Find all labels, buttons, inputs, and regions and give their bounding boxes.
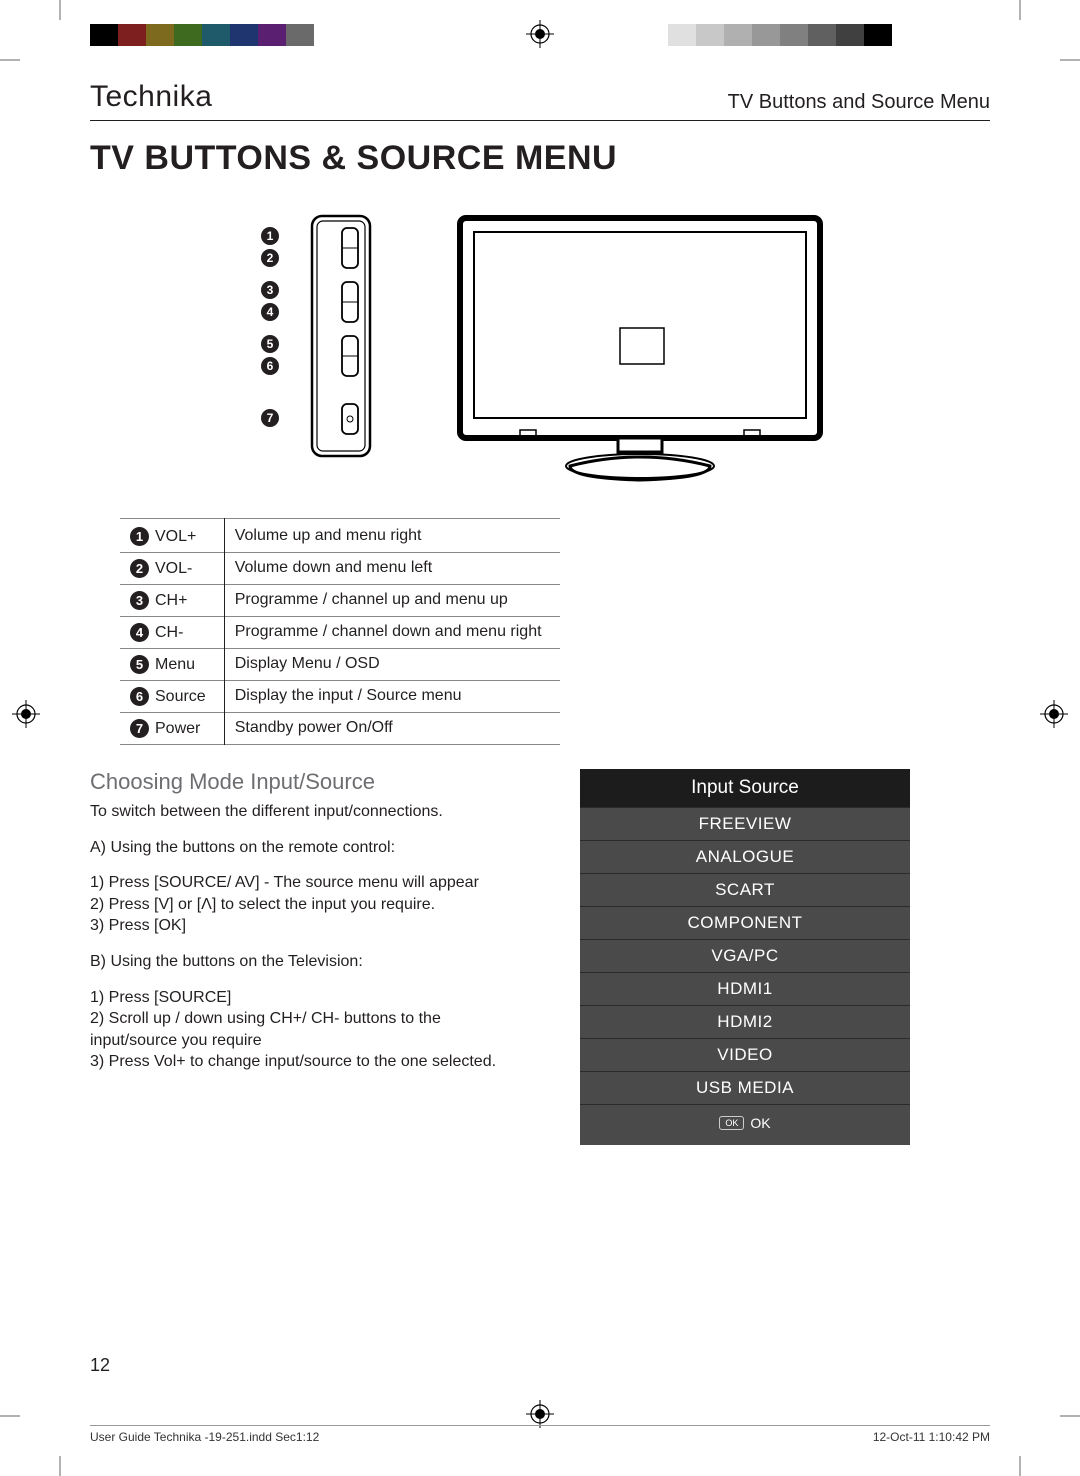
registration-target-top [526, 20, 554, 48]
source-menu-header: Input Source [580, 769, 910, 807]
source-menu-item: SCART [580, 873, 910, 906]
bullet-number: 5 [130, 655, 149, 674]
source-menu-item: HDMI1 [580, 972, 910, 1005]
para-a-head: A) Using the buttons on the remote contr… [90, 837, 520, 859]
bullet-number: 3 [130, 591, 149, 610]
svg-text:6: 6 [267, 359, 274, 373]
page-title: TV BUTTONS & SOURCE MENU [90, 139, 990, 178]
bullet-number: 4 [130, 623, 149, 642]
table-row: 4 CH- Programme / channel down and menu ri… [120, 617, 560, 649]
footer: User Guide Technika -19-251.indd Sec1:12… [90, 1425, 990, 1444]
button-label: Menu [155, 656, 195, 673]
instructions-column: Choosing Mode Input/Source To switch bet… [90, 769, 520, 1087]
source-menu-item: COMPONENT [580, 906, 910, 939]
table-row: 3 CH+ Programme / channel up and menu up [120, 585, 560, 617]
button-table: 1 VOL+ Volume up and menu right 2 VOL- Volume… [120, 518, 560, 745]
registration-target-bottom [526, 1400, 554, 1428]
source-menu-item: VGA/PC [580, 939, 910, 972]
source-menu-item: HDMI2 [580, 1005, 910, 1038]
para-a-steps: 1) Press [SOURCE/ AV] - The source menu … [90, 872, 520, 937]
button-desc: Display Menu / OSD [224, 649, 559, 681]
registration-target-left [12, 700, 40, 728]
button-label: Source [155, 688, 206, 705]
bullet-number: 2 [130, 559, 149, 578]
button-label: Power [155, 720, 200, 737]
para-b-head: B) Using the buttons on the Television: [90, 951, 520, 973]
svg-text:5: 5 [267, 337, 274, 351]
source-menu-item: USB MEDIA [580, 1071, 910, 1104]
svg-text:1: 1 [267, 229, 274, 243]
footer-left: User Guide Technika -19-251.indd Sec1:12 [90, 1430, 319, 1444]
para-intro: To switch between the different input/co… [90, 801, 520, 823]
button-desc: Volume down and menu left [224, 553, 559, 585]
panel-diagram: 1234567 VOL+VOL-CH+CH-MENUSOURCEPOWER [250, 208, 380, 468]
bullet-number: 6 [130, 687, 149, 706]
subheading: Choosing Mode Input/Source [90, 769, 520, 795]
source-menu-item: FREEVIEW [580, 807, 910, 840]
colorbar-left [90, 24, 314, 46]
button-label: VOL+ [155, 528, 196, 545]
registration-target-right [1040, 700, 1068, 728]
button-desc: Volume up and menu right [224, 519, 559, 553]
footer-right: 12-Oct-11 1:10:42 PM [873, 1430, 990, 1444]
source-menu-ok-row: OK OK [580, 1104, 910, 1145]
source-menu-item: VIDEO [580, 1038, 910, 1071]
colorbar-right [640, 24, 892, 46]
source-menu-item: ANALOGUE [580, 840, 910, 873]
button-desc: Programme / channel up and menu up [224, 585, 559, 617]
tv-diagram [450, 208, 830, 488]
button-desc: Programme / channel down and menu right [224, 617, 559, 649]
button-label: CH- [155, 624, 183, 641]
para-b-steps: 1) Press [SOURCE] 2) Scroll up / down us… [90, 987, 520, 1073]
svg-text:4: 4 [267, 305, 274, 319]
source-menu: Input Source FREEVIEWANALOGUESCARTCOMPON… [580, 769, 910, 1145]
table-row: 6 Source Display the input / Source menu [120, 681, 560, 713]
svg-text:2: 2 [267, 251, 274, 265]
header-rule [90, 120, 990, 121]
button-label: VOL- [155, 560, 192, 577]
brand-logo: Technika [90, 80, 212, 114]
ok-badge-icon: OK [719, 1116, 744, 1130]
page-number: 12 [90, 1355, 110, 1376]
page-content: Technika TV Buttons and Source Menu TV B… [90, 80, 990, 1396]
diagram-row: 1234567 VOL+VOL-CH+CH-MENUSOURCEPOWER [250, 208, 990, 488]
button-desc: Standby power On/Off [224, 713, 559, 745]
ok-label: OK [750, 1115, 770, 1131]
header-row: Technika TV Buttons and Source Menu [90, 80, 990, 114]
table-row: 2 VOL- Volume down and menu left [120, 553, 560, 585]
table-row: 7 Power Standby power On/Off [120, 713, 560, 745]
svg-text:7: 7 [267, 411, 274, 425]
button-desc: Display the input / Source menu [224, 681, 559, 713]
button-label: CH+ [155, 592, 187, 609]
lower-section: Choosing Mode Input/Source To switch bet… [90, 769, 990, 1145]
bullet-number: 7 [130, 719, 149, 738]
header-subtitle: TV Buttons and Source Menu [728, 91, 990, 114]
bullet-number: 1 [130, 527, 149, 546]
table-row: 1 VOL+ Volume up and menu right [120, 519, 560, 553]
table-row: 5 Menu Display Menu / OSD [120, 649, 560, 681]
svg-text:3: 3 [267, 283, 274, 297]
